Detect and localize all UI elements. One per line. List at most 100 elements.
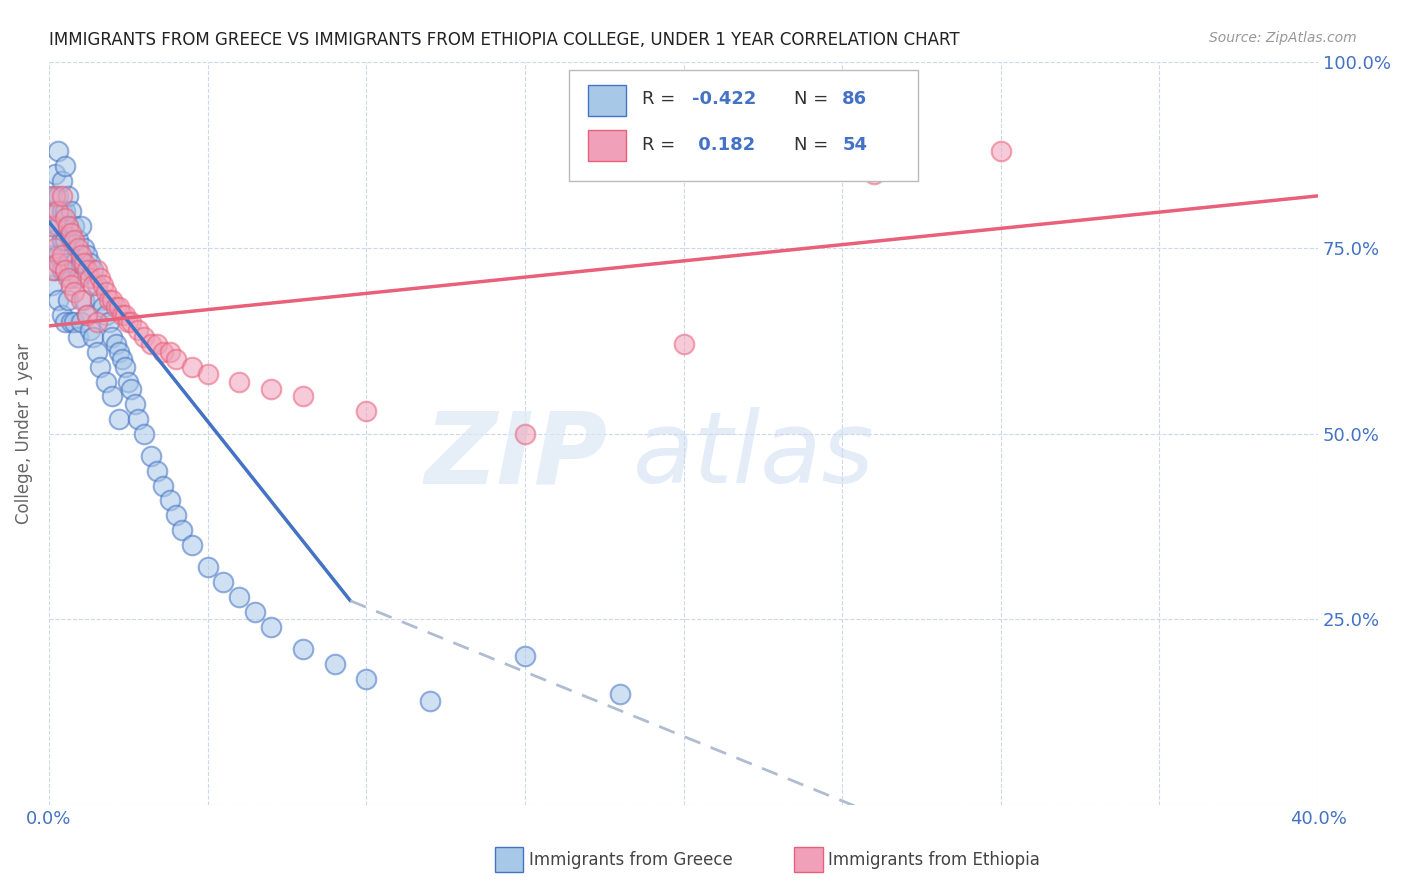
Point <box>69 248 91 262</box>
Text: Source: ZipAtlas.com: Source: ZipAtlas.com <box>1209 31 1357 45</box>
Point <box>101 330 124 344</box>
Point <box>63 285 86 300</box>
Point <box>356 672 378 686</box>
Point <box>94 308 117 322</box>
Point <box>56 189 79 203</box>
Text: atlas: atlas <box>633 408 875 504</box>
Point <box>41 263 63 277</box>
Point <box>990 145 1012 159</box>
Point <box>51 203 73 218</box>
Point <box>127 411 149 425</box>
Point <box>104 301 127 315</box>
Point <box>66 330 89 344</box>
Point <box>63 256 86 270</box>
Point <box>124 397 146 411</box>
Point <box>73 256 96 270</box>
Point <box>165 508 187 523</box>
Point <box>139 449 162 463</box>
Point <box>107 411 129 425</box>
Text: 0.182: 0.182 <box>692 136 755 154</box>
Point <box>44 167 66 181</box>
Point <box>66 270 89 285</box>
Y-axis label: College, Under 1 year: College, Under 1 year <box>15 343 32 524</box>
Point <box>53 211 76 226</box>
Point <box>41 248 63 262</box>
Point <box>60 278 83 293</box>
Point <box>86 263 108 277</box>
Point <box>53 159 76 173</box>
Point <box>117 315 139 329</box>
Point <box>53 263 76 277</box>
Point <box>48 219 70 233</box>
Point <box>91 301 114 315</box>
Point <box>89 293 111 307</box>
Point <box>107 301 129 315</box>
Point <box>76 308 98 322</box>
Text: -0.422: -0.422 <box>692 90 756 108</box>
Point <box>180 359 202 374</box>
Point <box>98 315 121 329</box>
FancyBboxPatch shape <box>569 70 918 181</box>
Point <box>114 359 136 374</box>
Text: IMMIGRANTS FROM GREECE VS IMMIGRANTS FROM ETHIOPIA COLLEGE, UNDER 1 YEAR CORRELA: IMMIGRANTS FROM GREECE VS IMMIGRANTS FRO… <box>49 31 960 49</box>
Point <box>117 375 139 389</box>
Point <box>152 478 174 492</box>
Point <box>197 560 219 574</box>
Point <box>53 203 76 218</box>
Point <box>48 256 70 270</box>
Point <box>79 323 101 337</box>
Point <box>152 344 174 359</box>
Point <box>180 538 202 552</box>
Point <box>63 234 86 248</box>
Point <box>69 293 91 307</box>
Point <box>101 293 124 307</box>
Point <box>260 382 283 396</box>
Point <box>44 189 66 203</box>
Point <box>94 285 117 300</box>
Point <box>53 263 76 277</box>
Point <box>356 404 378 418</box>
Point <box>159 344 181 359</box>
Point <box>672 337 695 351</box>
Point <box>51 234 73 248</box>
Point <box>121 315 143 329</box>
Text: Immigrants from Ethiopia: Immigrants from Ethiopia <box>828 851 1040 869</box>
Point <box>165 352 187 367</box>
Point <box>79 256 101 270</box>
Point <box>91 278 114 293</box>
Text: R =: R = <box>641 90 681 108</box>
Point <box>56 270 79 285</box>
Point <box>419 694 441 708</box>
Point <box>228 375 250 389</box>
Point <box>134 330 156 344</box>
Point <box>159 493 181 508</box>
Point <box>76 263 98 277</box>
Point <box>111 308 134 322</box>
Point <box>69 219 91 233</box>
Point <box>53 315 76 329</box>
Point <box>44 241 66 255</box>
Point <box>89 270 111 285</box>
Point <box>60 203 83 218</box>
Point <box>56 256 79 270</box>
Point <box>60 234 83 248</box>
Point <box>172 523 194 537</box>
Point <box>139 337 162 351</box>
Point <box>48 189 70 203</box>
Point <box>111 352 134 367</box>
Point <box>228 590 250 604</box>
Point <box>104 337 127 351</box>
Point <box>79 270 101 285</box>
Point <box>73 293 96 307</box>
Point <box>44 234 66 248</box>
Point <box>51 189 73 203</box>
Text: 54: 54 <box>842 136 868 154</box>
Point <box>82 263 104 277</box>
Point <box>86 278 108 293</box>
Point <box>41 219 63 233</box>
Text: R =: R = <box>641 136 681 154</box>
Point <box>82 330 104 344</box>
Point <box>212 575 235 590</box>
Point <box>60 226 83 240</box>
Point <box>48 248 70 262</box>
